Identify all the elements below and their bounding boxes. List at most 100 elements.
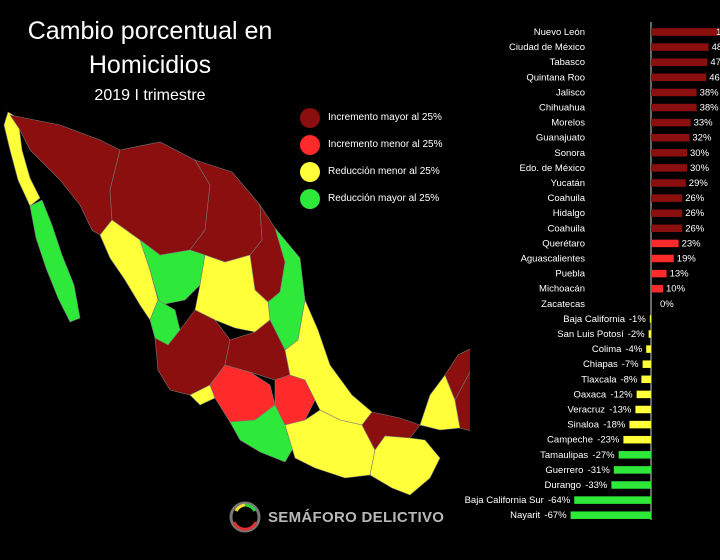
bar <box>651 209 683 217</box>
category-label: Chihuahua <box>539 103 586 114</box>
legend-label: Incremento menor al 25% <box>328 139 443 150</box>
bar <box>651 28 718 36</box>
bar <box>613 466 651 474</box>
value-label: -27% <box>592 450 615 461</box>
value-label: 30% <box>690 163 710 174</box>
category-label: Sinaloa <box>567 420 599 431</box>
value-label: 48% <box>712 42 720 53</box>
map-baja-sur <box>29 199 81 323</box>
map-chiapas <box>369 435 441 496</box>
value-label: 47% <box>710 57 720 68</box>
category-label: Edo. de México <box>520 163 585 174</box>
value-label: 19% <box>677 254 697 265</box>
title-line-1: Cambio porcentual en <box>27 17 273 45</box>
value-label: 38% <box>700 87 720 98</box>
category-label: Campeche <box>547 435 593 446</box>
bar <box>611 481 651 489</box>
legend-item-3: Reducción menor al 25% <box>300 158 443 185</box>
value-label: -1% <box>629 314 646 325</box>
bar <box>629 420 651 429</box>
legend-item-1: Incremento mayor al 25% <box>300 104 443 131</box>
bar <box>651 284 663 293</box>
value-label: -33% <box>585 480 608 491</box>
bar <box>635 405 651 414</box>
value-label: -12% <box>610 389 633 400</box>
bar <box>651 269 667 278</box>
category-label: Jalisco <box>556 87 585 98</box>
bar <box>651 118 691 127</box>
value-label: -67% <box>544 510 567 521</box>
value-label: -64% <box>548 495 571 506</box>
category-label: Quintana Roo <box>526 72 585 83</box>
value-label: -8% <box>620 374 637 385</box>
bar <box>651 254 674 263</box>
category-label: San Luis Potosí <box>557 329 624 340</box>
title-line-2: Homicidios <box>88 51 212 79</box>
bar <box>651 43 709 51</box>
value-label: -18% <box>603 420 626 431</box>
legend-swatch <box>300 107 320 128</box>
category-label: Veracruz <box>568 405 606 416</box>
category-label: Guerrero <box>545 465 583 476</box>
bar <box>651 133 690 142</box>
value-label: 33% <box>694 118 714 129</box>
bar <box>651 149 687 157</box>
value-label: 26% <box>685 208 705 219</box>
bar <box>618 451 651 459</box>
bar <box>651 179 686 187</box>
bar <box>649 315 652 323</box>
bar <box>623 435 651 444</box>
legend-swatch <box>300 188 320 209</box>
map-sonora <box>9 114 121 236</box>
value-label: 13% <box>670 269 690 280</box>
mexico-map <box>3 111 470 496</box>
category-label: Tlaxcala <box>581 374 617 385</box>
category-label: Colima <box>592 344 622 355</box>
category-label: Puebla <box>555 269 585 280</box>
bar <box>574 496 651 504</box>
category-label: Oaxaca <box>573 389 606 400</box>
category-label: Coahuila <box>548 193 586 204</box>
value-label: -7% <box>622 359 639 370</box>
bar <box>651 194 683 202</box>
legend-item-4: Reducción mayor al 25% <box>300 185 443 212</box>
bar <box>651 58 708 66</box>
value-label: -13% <box>609 405 632 416</box>
category-label: Ciudad de México <box>509 42 585 53</box>
bar <box>651 103 697 112</box>
value-label: -4% <box>625 344 642 355</box>
value-label: -23% <box>597 435 620 446</box>
map-quintana-roo <box>454 371 470 431</box>
subtitle: 2019 I trimestre <box>94 87 206 104</box>
value-label: 46% <box>709 72 720 83</box>
value-label: 1 <box>716 27 720 38</box>
legend-item-2: Incremento menor al 25% <box>300 131 443 158</box>
footer: SEMÁFORO DELICTIVO <box>228 500 444 534</box>
bar <box>651 239 679 248</box>
category-label: Hidalgo <box>553 208 585 219</box>
value-label: 29% <box>689 178 709 189</box>
value-label: 10% <box>666 284 686 295</box>
value-label: -31% <box>588 465 611 476</box>
category-label: Tabasco <box>550 57 585 68</box>
category-label: Guanajuato <box>536 133 585 144</box>
legend-swatch <box>300 134 320 155</box>
bar <box>651 88 697 97</box>
legend: Incremento mayor al 25% Incremento menor… <box>300 104 443 212</box>
brand-name: SEMÁFORO DELICTIVO <box>268 508 445 526</box>
chart-title: Cambio porcentual en Homicidios 2019 I t… <box>0 14 300 108</box>
legend-label: Reducción menor al 25% <box>328 166 440 177</box>
category-label: Baja California Sur <box>465 495 544 506</box>
semaforo-logo-icon <box>229 501 261 533</box>
value-label: -2% <box>628 329 645 340</box>
category-label: Morelos <box>551 118 585 129</box>
value-label: 30% <box>690 148 710 159</box>
category-label: Nayarit <box>510 510 540 521</box>
category-label: Nuevo León <box>534 27 585 38</box>
bar <box>651 224 683 233</box>
bar <box>641 375 651 384</box>
value-label: 26% <box>685 193 705 204</box>
bar <box>646 345 651 353</box>
category-label: Baja California <box>563 314 625 325</box>
